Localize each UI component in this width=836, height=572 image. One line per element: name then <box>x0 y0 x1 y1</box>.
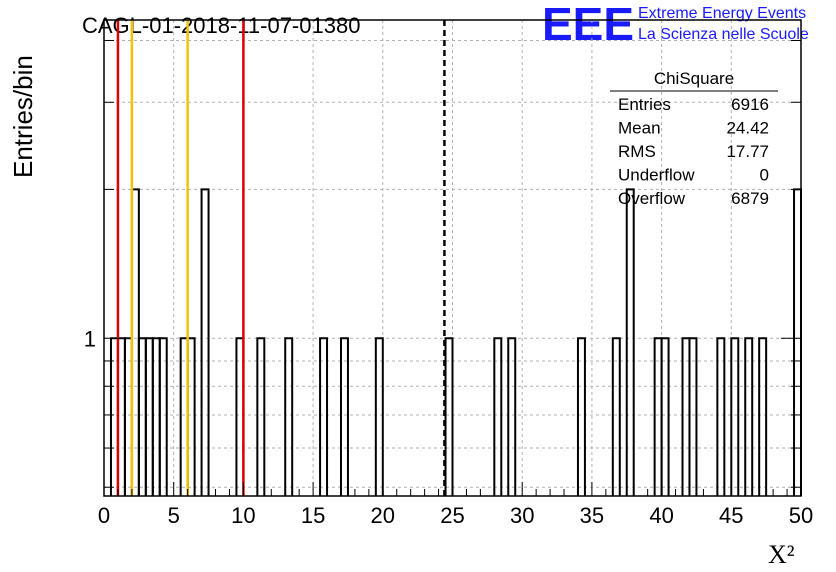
histogram-bin <box>576 337 586 496</box>
stats-rows: Entries 6916 Mean 24.42 RMS 17.77 Underflow 0 Ov… <box>618 95 769 208</box>
histogram-bin <box>681 337 691 496</box>
org-name-line1: Extreme Energy Events <box>638 5 806 22</box>
x-axis-title: X² <box>768 540 795 569</box>
histogram-bin <box>653 337 663 496</box>
x-tick-label: 15 <box>301 503 325 528</box>
histogram-bin <box>137 337 147 496</box>
x-tick-label: 40 <box>649 503 673 528</box>
stats-value: 0 <box>760 166 769 185</box>
y-tick-label: 1 <box>84 326 96 351</box>
run-title: CAGL-01-2018-11-07-01380 <box>82 13 360 38</box>
x-tick-label: 5 <box>168 503 180 528</box>
histogram-bin <box>256 337 266 496</box>
stats-label: Underflow <box>618 166 695 185</box>
x-tick-label: 35 <box>580 503 604 528</box>
x-tick-label: 20 <box>371 503 395 528</box>
histogram-bin <box>744 337 754 496</box>
histogram-bin <box>688 337 698 496</box>
x-tick-label: 0 <box>98 503 110 528</box>
stats-label: RMS <box>618 142 656 161</box>
stats-label: Overflow <box>618 189 686 208</box>
histogram-bin <box>339 337 349 496</box>
x-tick-label: 10 <box>231 503 255 528</box>
histogram-bin <box>200 188 210 496</box>
x-tick-label: 30 <box>510 503 534 528</box>
histogram-bin <box>716 337 726 496</box>
stats-label: Mean <box>618 119 661 138</box>
x-tick-label: 45 <box>719 503 743 528</box>
histogram-bin <box>444 337 454 496</box>
histogram-bin <box>151 337 161 496</box>
stats-box: ChiSquare Entries 6916 Mean 24.42 RMS 17.77 Un… <box>610 69 778 208</box>
eee-logo: EEE <box>542 0 634 50</box>
stats-value: 24.42 <box>726 119 769 138</box>
stats-box-title: ChiSquare <box>654 69 734 88</box>
histogram-bin <box>660 337 670 496</box>
histogram-bin <box>319 337 329 496</box>
histogram-bin <box>793 188 802 496</box>
histogram-bin <box>284 337 294 496</box>
histogram-bin <box>758 337 768 496</box>
histogram-bins <box>109 188 802 496</box>
x-tick-label: 25 <box>440 503 464 528</box>
stats-label: Entries <box>618 95 671 114</box>
histogram-bin <box>144 337 154 496</box>
histogram-bin <box>625 188 635 496</box>
histogram-bin <box>158 337 168 496</box>
stats-value: 6916 <box>731 95 769 114</box>
axis-ticks: 0 5 10 15 20 25 30 35 40 45 50 1 <box>84 39 813 528</box>
histogram-bin <box>493 337 503 496</box>
x-tick-label: 50 <box>789 503 813 528</box>
histogram-bin <box>374 337 384 496</box>
org-name-line2: La Scienza nelle Scuole <box>638 26 809 43</box>
histogram-bin <box>730 337 740 496</box>
y-axis-title: Entries/bin <box>8 55 38 178</box>
histogram-bin <box>611 337 621 496</box>
stats-value: 6879 <box>731 189 769 208</box>
histogram-bin <box>507 337 517 496</box>
reference-lines <box>116 20 446 496</box>
stats-value: 17.77 <box>726 142 769 161</box>
